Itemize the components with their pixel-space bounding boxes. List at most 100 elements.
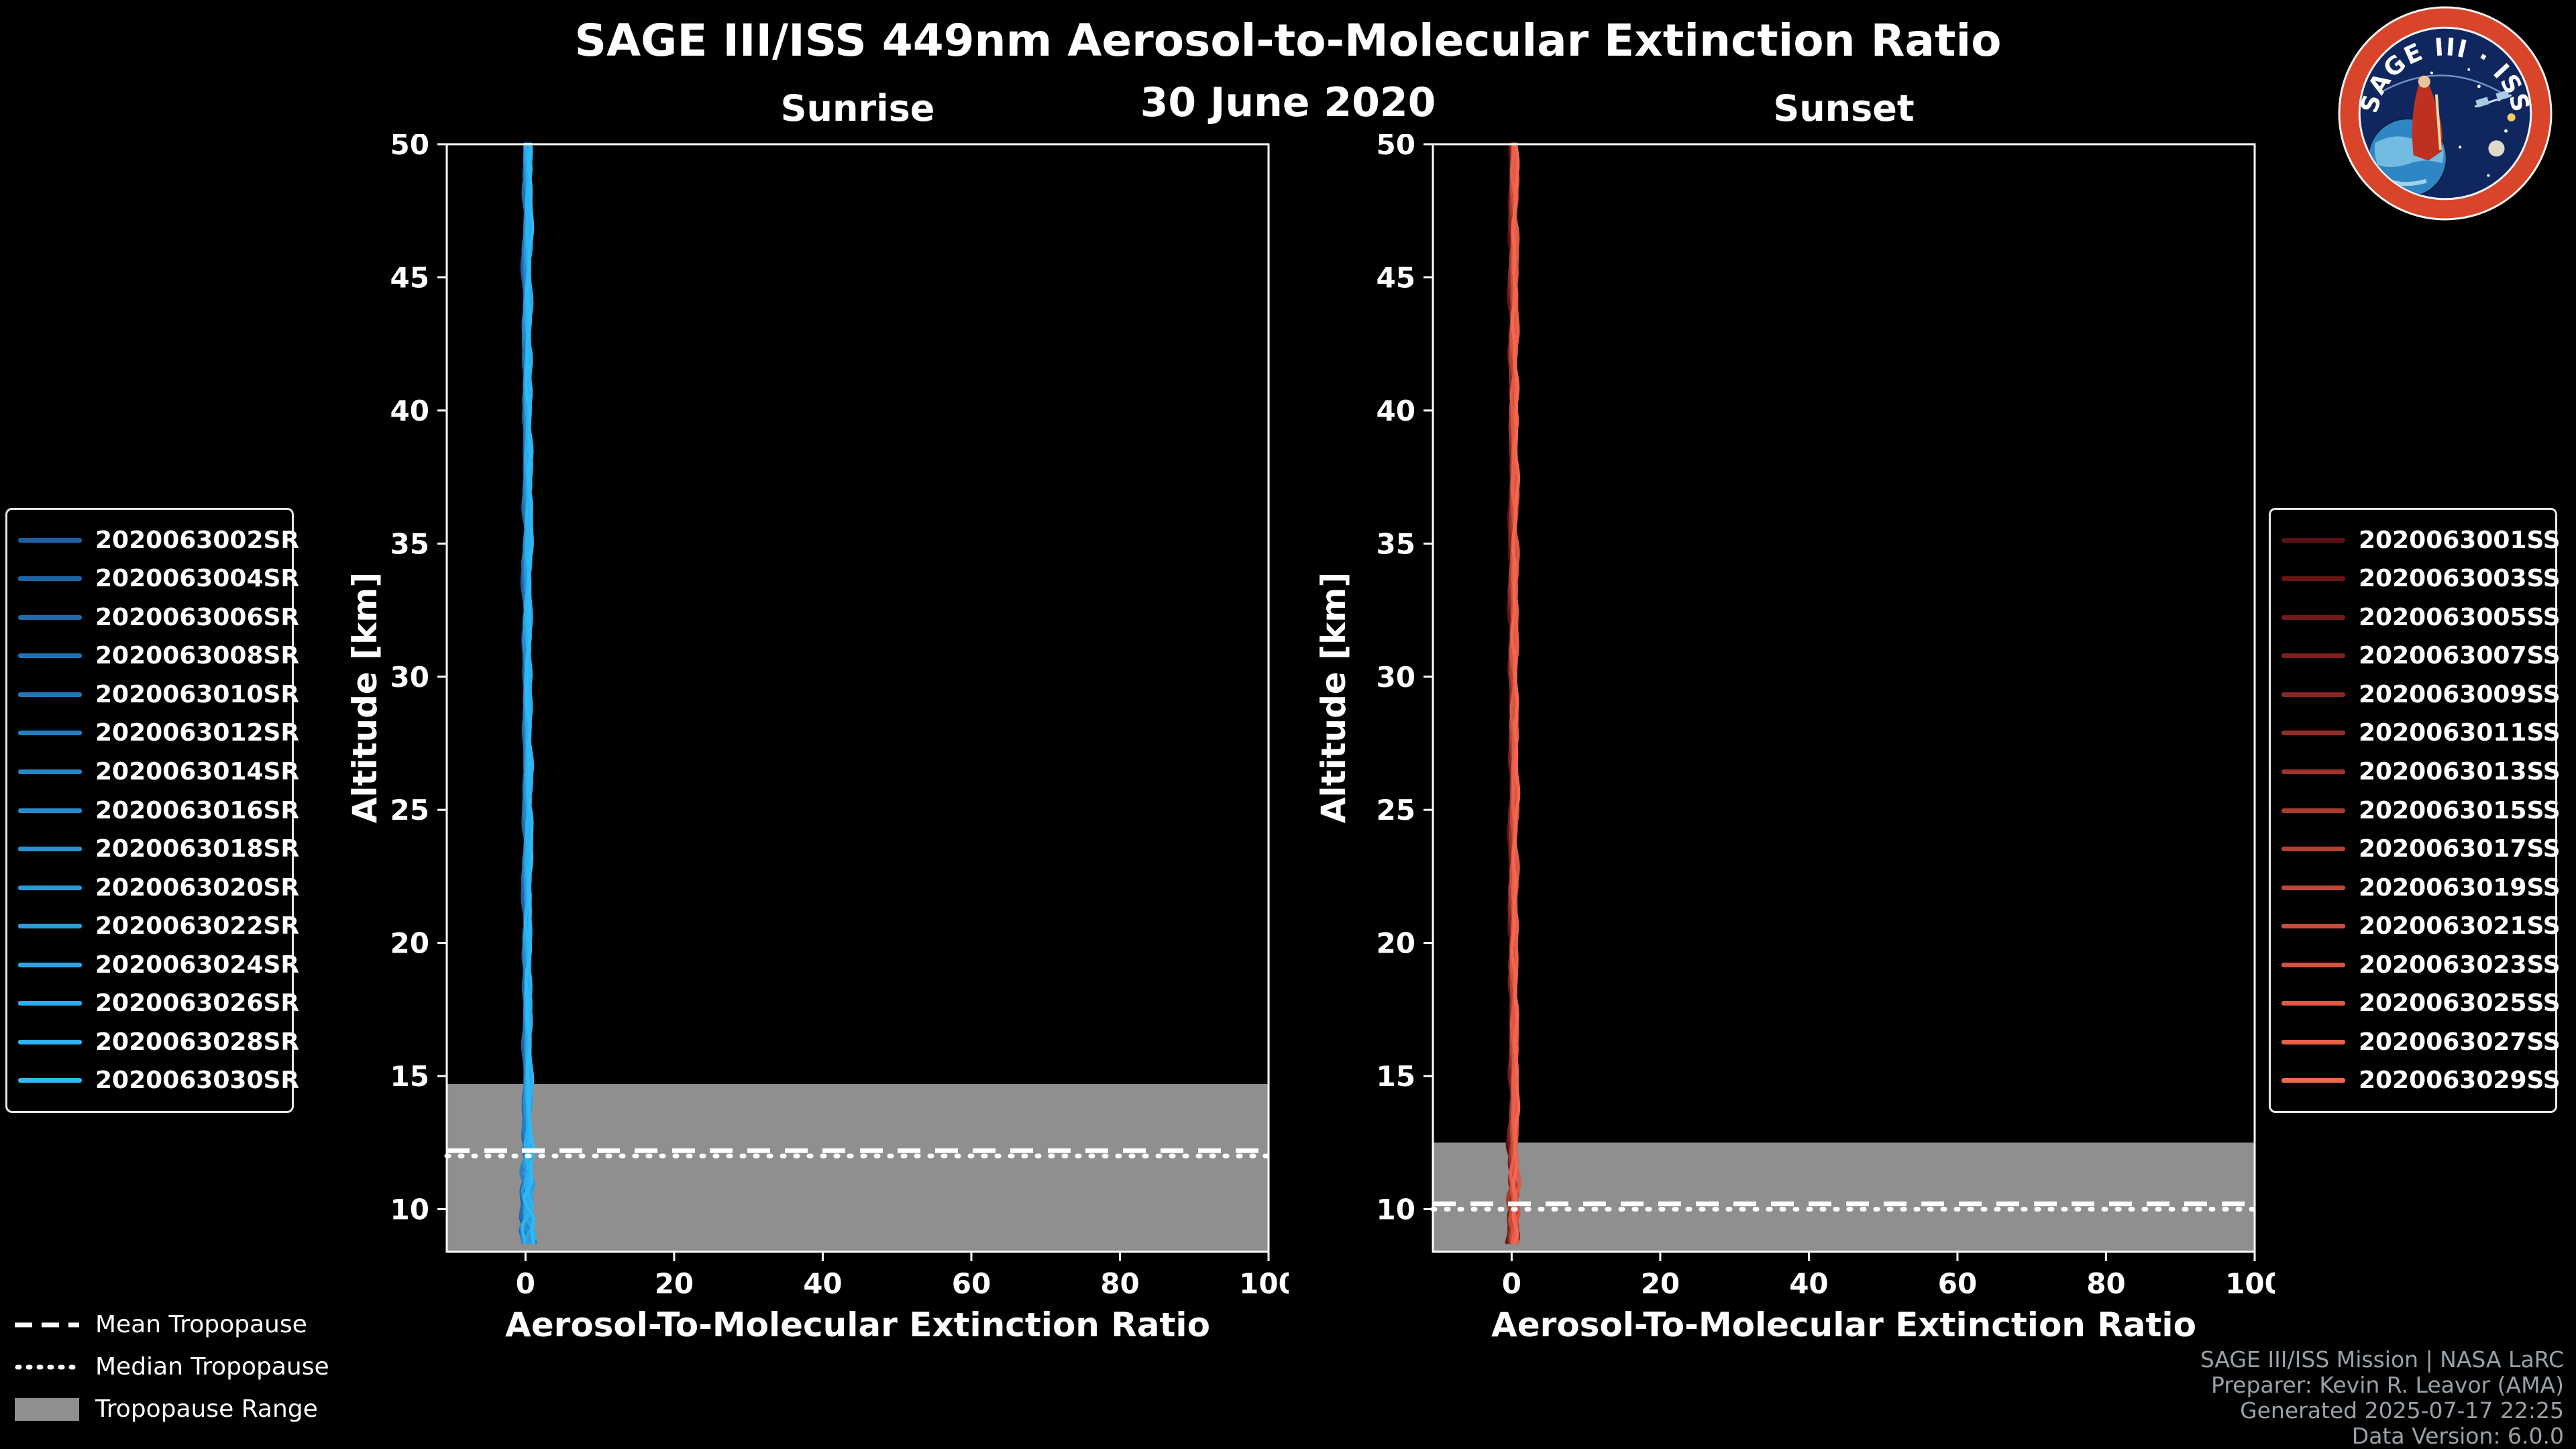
logo-iss-icon — [2474, 90, 2512, 108]
legend-item-sunset: 2020063009SS — [2271, 681, 2561, 708]
profile-line-2020063025SS — [1509, 142, 1521, 1244]
tropopause-range-label: Tropopause Range — [95, 1395, 318, 1423]
legend-item-sunset: 2020063017SS — [2271, 835, 2561, 863]
legend-line-swatch — [2282, 924, 2345, 929]
sunrise-x-axis-label: Aerosol-To-Molecular Extinction Ratio — [505, 1305, 1210, 1344]
x-tick-label: 100 — [1239, 1267, 1289, 1300]
legend-label: 2020063004SR — [95, 565, 300, 593]
legend-item-sunrise: 2020063028SR — [7, 1028, 299, 1056]
y-tick-label: 50 — [1377, 134, 1415, 161]
legend-label: 2020063006SR — [95, 603, 300, 631]
y-tick-label: 10 — [390, 1193, 429, 1226]
legend-label: 2020063005SS — [2359, 603, 2561, 631]
legend-line-swatch — [2282, 537, 2345, 543]
legend-label: 2020063021SS — [2359, 912, 2561, 941]
dotted-line-icon — [15, 1364, 79, 1369]
legend-line-swatch — [2282, 653, 2345, 659]
legend-item-sunset: 2020063007SS — [2271, 642, 2561, 669]
legend-line-swatch — [2282, 1001, 2345, 1006]
legend-line-swatch — [2282, 731, 2345, 736]
legend-line-swatch — [18, 576, 82, 582]
legend-label: 2020063019SS — [2359, 873, 2561, 902]
sage-iii-iss-logo: SAGE III · ISS — [2338, 6, 2553, 221]
plot-frame — [1432, 143, 2256, 1253]
median-tropopause-legend-item: Median Tropopause — [15, 1353, 329, 1381]
sunrise-plot: 0 20 40 60 80 100 10 15 20 25 30 35 40 45 50 — [390, 134, 1289, 1300]
y-tick-label: 15 — [390, 1060, 429, 1093]
legend-item-sunrise: 2020063014SR — [7, 758, 299, 786]
x-tick-label: 0 — [1502, 1267, 1521, 1300]
y-tick-label: 15 — [1377, 1060, 1415, 1093]
legend-line-swatch — [18, 962, 82, 967]
mean-tropopause-legend-item: Mean Tropopause — [15, 1311, 329, 1338]
legend-label: 2020063008SR — [95, 642, 300, 670]
legend-line-swatch — [18, 1078, 82, 1083]
y-tick-label: 40 — [1377, 394, 1415, 427]
legend-label: 2020063020SR — [95, 873, 300, 902]
logo-outer-stroke — [2338, 6, 2553, 221]
legend-line-swatch — [18, 924, 82, 929]
x-tick-label: 100 — [2225, 1267, 2275, 1300]
tropopause-range-band — [1433, 1142, 2255, 1252]
y-tick-label: 30 — [1377, 661, 1415, 694]
legend-item-sunset: 2020063015SS — [2271, 797, 2561, 824]
legend-line-swatch — [18, 653, 82, 659]
legend-item-sunrise: 2020063012SR — [7, 719, 299, 747]
legend-line-swatch — [18, 731, 82, 736]
dashed-line-icon — [15, 1322, 79, 1327]
legend-line-swatch — [18, 614, 82, 620]
legend-label: 2020063003SS — [2359, 565, 2561, 593]
logo-orbit-line — [2381, 74, 2510, 98]
sunrise-y-axis-label: Altitude [km] — [345, 572, 384, 824]
legend-item-sunset: 2020063013SS — [2271, 758, 2561, 786]
legend-item-sunrise: 2020063018SR — [7, 835, 299, 863]
sunrise-panel-title: Sunrise — [780, 87, 935, 129]
legend-label: 2020063023SS — [2359, 951, 2561, 979]
legend-item-sunset: 2020063023SS — [2271, 951, 2561, 979]
legend-item-sunrise: 2020063026SR — [7, 989, 299, 1017]
legend-line-swatch — [18, 1001, 82, 1006]
legend-label: 2020063017SS — [2359, 835, 2561, 863]
legend-line-swatch — [18, 847, 82, 852]
y-tick-label: 20 — [390, 927, 429, 960]
x-tick-label: 80 — [1100, 1267, 1139, 1300]
credits-block: SAGE III/ISS Mission | NASA LaRC Prepare… — [2200, 1347, 2564, 1449]
legend-line-swatch — [2282, 1078, 2345, 1083]
legend-label: 2020063014SR — [95, 757, 300, 786]
logo-moon-icon — [2488, 140, 2505, 157]
legend-line-swatch — [2282, 769, 2345, 774]
legend-label: 2020063024SR — [95, 951, 300, 979]
median-tropopause-label: Median Tropopause — [95, 1353, 329, 1381]
page-title: SAGE III/ISS 449nm Aerosol-to-Molecular … — [574, 15, 2002, 66]
legend-label: 2020063018SR — [95, 835, 300, 863]
profile-line-2020063029SS — [1510, 142, 1521, 1244]
sunset-x-axis-label: Aerosol-To-Molecular Extinction Ratio — [1491, 1305, 2196, 1344]
legend-label: 2020063001SS — [2359, 526, 2561, 554]
legend-item-sunset: 2020063011SS — [2271, 719, 2561, 747]
legend-label: 2020063028SR — [95, 1028, 300, 1056]
legend-item-sunrise: 2020063020SR — [7, 874, 299, 902]
legend-line-swatch — [18, 537, 82, 543]
legend-item-sunset: 2020063029SS — [2271, 1067, 2561, 1094]
credit-line-preparer: Preparer: Kevin R. Leavor (AMA) — [2211, 1372, 2564, 1398]
legend-line-swatch — [18, 769, 82, 774]
x-tick-label: 40 — [803, 1267, 842, 1300]
x-tick-label: 60 — [952, 1267, 991, 1300]
legend-line-swatch — [2282, 692, 2345, 697]
legend-label: 2020063015SS — [2359, 796, 2561, 824]
legend-line-swatch — [2282, 962, 2345, 967]
legend-item-sunrise: 2020063006SR — [7, 604, 299, 631]
legend-line-swatch — [2282, 614, 2345, 620]
x-tick-label: 40 — [1789, 1267, 1828, 1300]
x-tick-label: 80 — [2086, 1267, 2125, 1300]
credit-line-mission: SAGE III/ISS Mission | NASA LaRC — [2200, 1346, 2564, 1373]
y-tick-label: 50 — [390, 134, 429, 161]
legend-line-swatch — [2282, 885, 2345, 890]
legend-item-sunrise: 2020063004SR — [7, 565, 299, 592]
x-tick-label: 20 — [1641, 1267, 1680, 1300]
sunset-legend: 2020063001SS 2020063003SS 2020063005SS 2020… — [2269, 508, 2561, 1113]
y-tick-label: 35 — [390, 527, 429, 560]
legend-item-sunrise: 2020063008SR — [7, 642, 299, 669]
legend-label: 2020063009SS — [2359, 680, 2561, 708]
plot-frame — [445, 143, 1270, 1253]
